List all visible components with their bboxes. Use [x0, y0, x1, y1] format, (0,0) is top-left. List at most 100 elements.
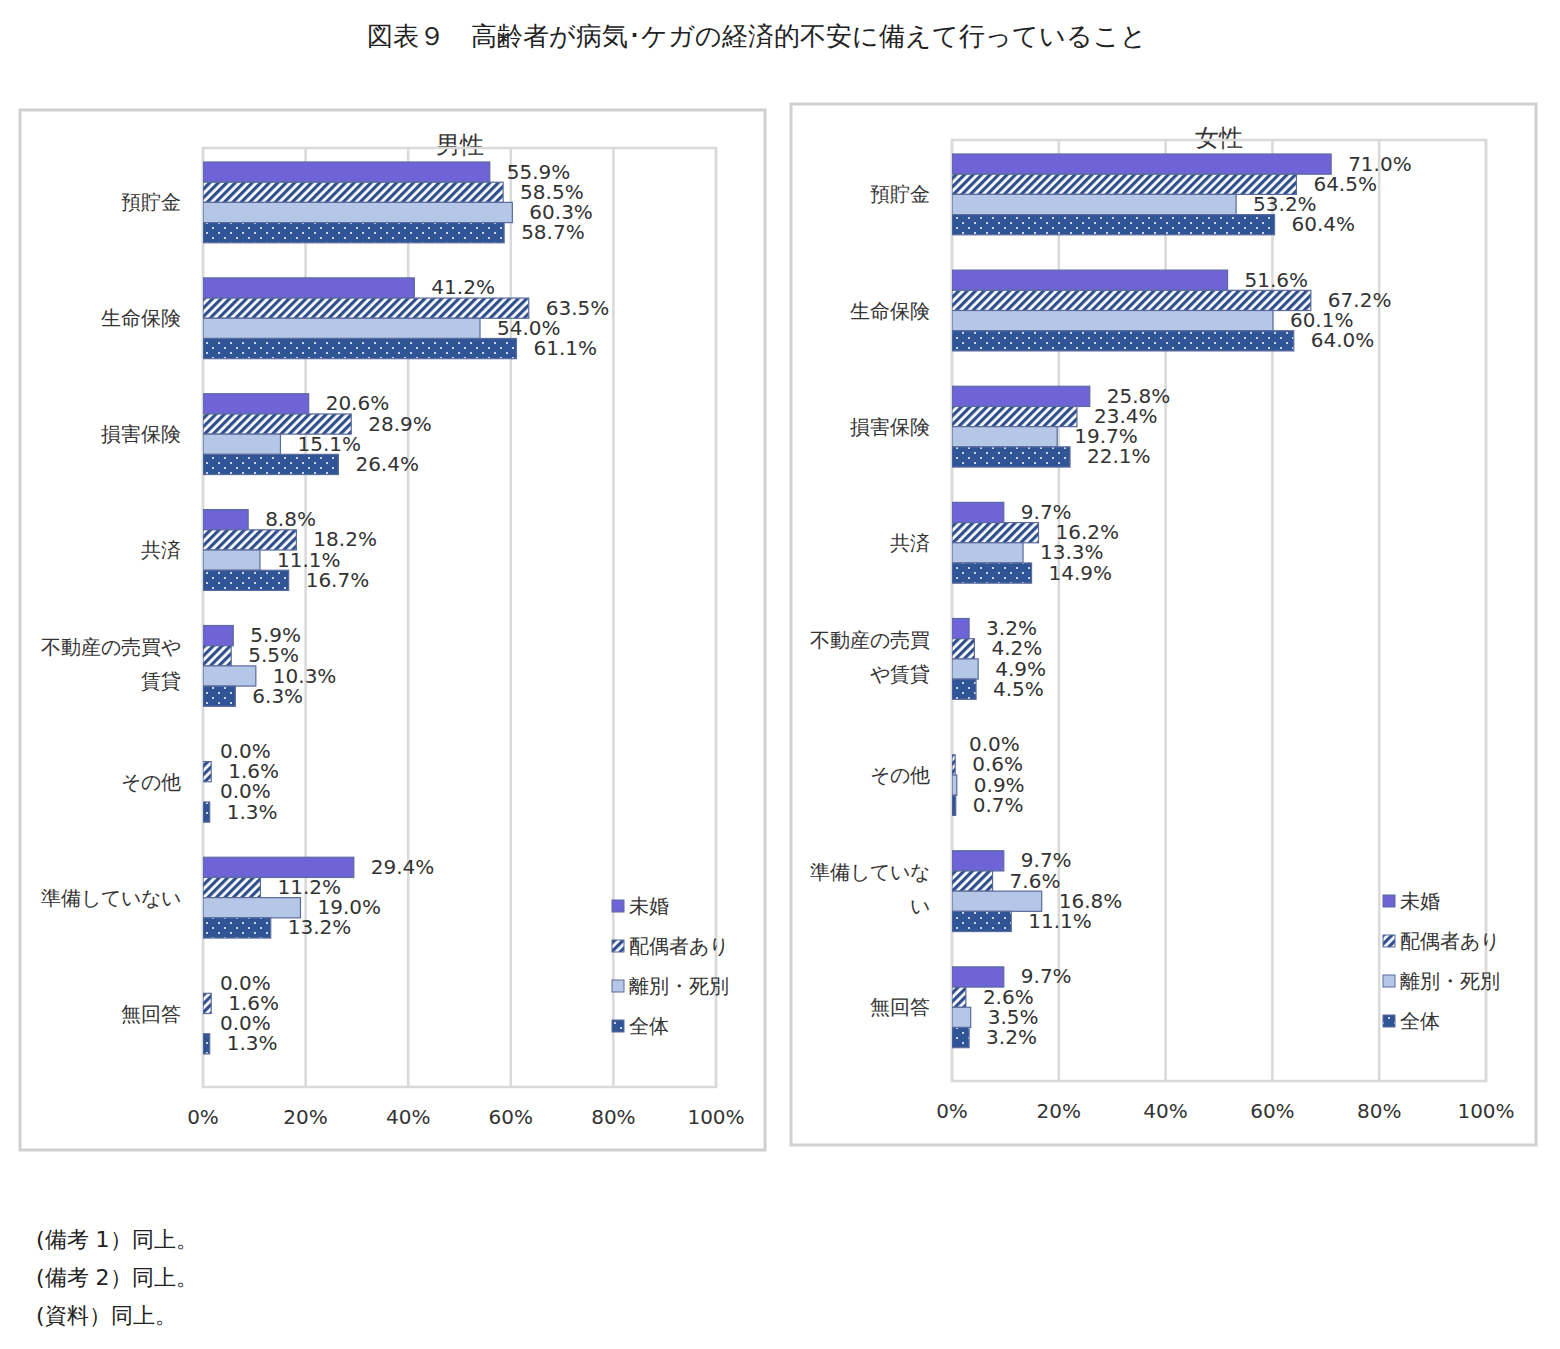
category-label: 共済: [890, 531, 930, 555]
category-line: 準備していな: [810, 860, 930, 884]
chart-title: 男性: [436, 131, 484, 159]
data-label: 7.6%: [1010, 869, 1061, 893]
legend-label: 未婚: [629, 894, 669, 918]
bar: [952, 987, 966, 1007]
data-label: 16.7%: [306, 568, 370, 592]
bar: [203, 394, 309, 414]
category-line: 生命保険: [850, 299, 930, 323]
data-label: 28.9%: [368, 412, 432, 436]
bar: [203, 1014, 204, 1034]
grid-line: [1378, 140, 1381, 1081]
category-line: 生命保険: [101, 306, 181, 330]
page: 図表９ 高齢者が病気･ケガの経済的不安に備えて行っていること(備考 1）同上。(…: [0, 0, 1560, 1349]
legend-swatch: [1383, 895, 1395, 907]
bar: [952, 735, 953, 755]
bar: [952, 619, 969, 639]
category-line: 損害保険: [850, 415, 930, 439]
category-label: 生命保険: [101, 306, 181, 330]
data-label: 61.1%: [533, 336, 597, 360]
bar: [952, 1027, 969, 1047]
bar: [203, 550, 260, 570]
bar: [203, 626, 233, 646]
legend-label: 全体: [629, 1014, 669, 1038]
legend-swatch: [612, 900, 624, 912]
legend-swatch: [612, 980, 624, 992]
chart-title: 女性: [1195, 124, 1243, 152]
bar: [952, 523, 1039, 543]
data-label: 60.4%: [1292, 212, 1356, 236]
bar: [952, 215, 1275, 235]
bar: [203, 298, 529, 318]
bar: [952, 331, 1294, 351]
bar: [952, 871, 993, 891]
chart-frame: [791, 104, 1536, 1145]
data-label: 22.1%: [1087, 444, 1151, 468]
tick-label: 80%: [591, 1105, 635, 1129]
category-line: 共済: [890, 531, 930, 555]
bar: [203, 993, 211, 1013]
category-line: 共済: [141, 538, 181, 562]
bar: [203, 666, 256, 686]
category-label: 損害保険: [101, 422, 181, 446]
note: (備考 2）同上。: [36, 1265, 198, 1290]
legend-swatch: [1383, 1015, 1395, 1027]
data-label: 1.3%: [227, 1031, 278, 1055]
bar: [952, 795, 956, 815]
category-label: 不動産の売買や賃貸: [41, 635, 181, 693]
note: (資料）同上。: [36, 1303, 177, 1328]
bar: [203, 741, 204, 761]
category-line: 準備していない: [41, 886, 181, 910]
category-line: 預貯金: [870, 182, 930, 206]
bar: [203, 510, 248, 530]
data-label: 11.1%: [1028, 909, 1092, 933]
tick-label: 100%: [687, 1105, 744, 1129]
bar: [203, 278, 414, 298]
bar: [203, 918, 271, 938]
bar: [203, 762, 211, 782]
legend-swatch: [1383, 975, 1395, 987]
chart: 女性0%20%40%60%80%100%71.0%64.5%53.2%60.4%…: [791, 104, 1536, 1145]
category-label: 生命保険: [850, 299, 930, 323]
bar: [952, 851, 1004, 871]
bar: [203, 973, 204, 993]
category-line: その他: [121, 770, 181, 794]
bar: [203, 802, 210, 822]
data-label: 26.4%: [355, 452, 419, 476]
bar: [952, 447, 1070, 467]
bar: [203, 877, 260, 897]
data-label: 58.7%: [521, 220, 585, 244]
category-label: 不動産の売買や賃貸: [810, 628, 930, 686]
bars: [952, 154, 1331, 1048]
data-label: 8.8%: [265, 507, 316, 531]
data-label: 41.2%: [431, 275, 495, 299]
category-label: 損害保険: [850, 415, 930, 439]
bar: [952, 679, 976, 699]
category-line: 預貯金: [121, 190, 181, 214]
bars: [203, 162, 529, 1054]
legend-label: 配偶者あり: [1400, 929, 1500, 953]
bar: [952, 154, 1331, 174]
bar: [952, 406, 1077, 426]
bar: [952, 563, 1032, 583]
tick-label: 100%: [1457, 1099, 1514, 1123]
data-label: 13.2%: [288, 915, 352, 939]
tick-label: 0%: [936, 1099, 968, 1123]
bar: [203, 434, 280, 454]
bar: [203, 338, 516, 358]
legend-label: 離別・死別: [1400, 969, 1500, 993]
chart: 男性0%20%40%60%80%100%55.9%58.5%60.3%58.7%…: [20, 110, 765, 1150]
legend: 未婚配偶者あり離別・死別全体: [612, 894, 729, 1038]
bar: [203, 182, 503, 202]
chart-frame: [20, 110, 765, 1150]
category-line: や賃貸: [870, 662, 930, 686]
tick-label: 20%: [1037, 1099, 1081, 1123]
bar: [203, 223, 504, 243]
tick-label: 60%: [489, 1105, 533, 1129]
bar: [952, 174, 1296, 194]
category-line: 賃貸: [141, 669, 181, 693]
data-label: 64.0%: [1311, 328, 1375, 352]
data-label: 15.1%: [297, 432, 361, 456]
category-line: 不動産の売買: [810, 628, 930, 652]
bar: [203, 898, 300, 918]
bar: [952, 1007, 971, 1027]
